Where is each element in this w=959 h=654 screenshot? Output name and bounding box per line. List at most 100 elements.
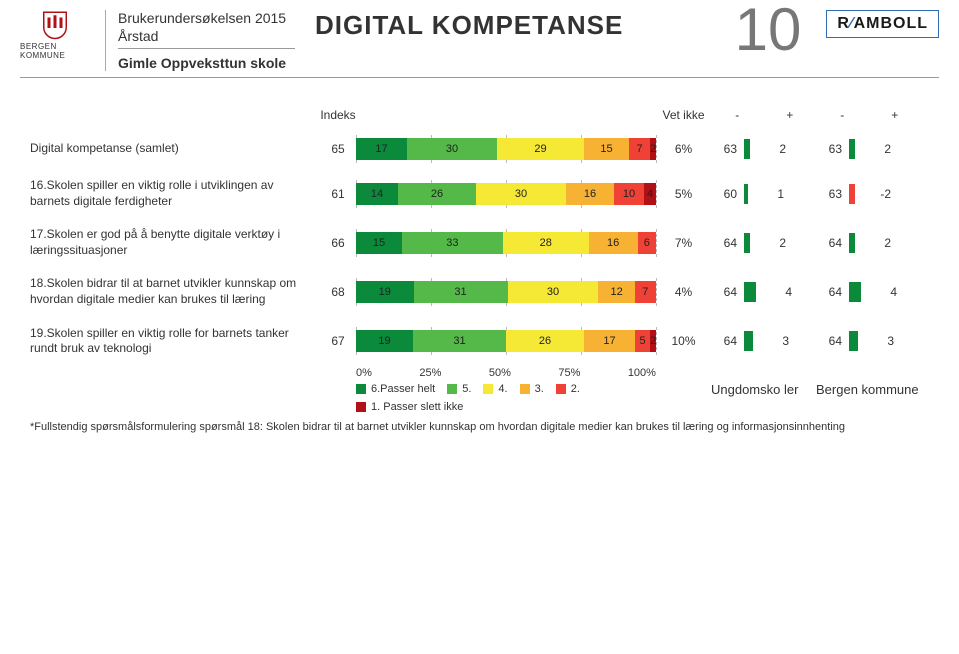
bar-segment: 7: [635, 281, 656, 303]
compare-group-1: 601: [711, 184, 816, 204]
compare-marker: [849, 282, 861, 302]
compare-value: 63: [711, 142, 741, 156]
compare-diff: 3: [864, 334, 894, 348]
compare-value: 60: [711, 187, 741, 201]
row-label: 17.Skolen er god på å benytte digitale v…: [30, 227, 320, 258]
row-indeks: 61: [320, 187, 356, 201]
bar-segment: 26: [506, 330, 584, 352]
compare-group-1: 63 2: [711, 139, 816, 159]
row-label: 18.Skolen bidrar til at barnet utvikler …: [30, 276, 320, 307]
compare-marker: [849, 331, 858, 351]
legend-label: 4.: [498, 383, 507, 395]
compare-group-1: 64 4: [711, 282, 816, 302]
bar-segment: 16: [566, 183, 614, 205]
legend-label: 5.: [462, 383, 471, 395]
compare-marker: [849, 184, 855, 204]
bar-segment: 7: [629, 138, 650, 160]
legend-swatch: [520, 384, 530, 394]
page-number: 10: [735, 0, 802, 64]
bar-segment: 30: [407, 138, 497, 160]
compare-value: 64: [711, 285, 741, 299]
header-vet-ikke: Vet ikke: [656, 108, 711, 130]
survey-name: Brukerundersøkelsen 2015: [118, 10, 295, 26]
row-vet-ikke: 4%: [656, 285, 711, 299]
compare-marker: [744, 139, 750, 159]
bar-segment: 17: [356, 138, 407, 160]
bar-segment: 19: [356, 281, 414, 303]
axis-row: 0%25%50%75%100% 6.Passer helt5.4.3.2.1. …: [30, 367, 929, 413]
footnote: *Fullstendig spørsmålsformulering spørsm…: [30, 421, 929, 433]
axis-tick: 75%: [558, 367, 580, 379]
compare-group-2: 642: [816, 233, 921, 253]
row-vet-ikke: 7%: [656, 236, 711, 250]
group-2-label: Bergen kommune: [816, 382, 919, 397]
legend-swatch: [447, 384, 457, 394]
row-vet-ikke: 5%: [656, 187, 711, 201]
legend-item: 6.Passer helt: [356, 383, 435, 395]
compare-marker: [744, 282, 756, 302]
axis-tick: 25%: [419, 367, 441, 379]
compare-diff: 4: [762, 285, 792, 299]
compare-marker: [744, 184, 748, 204]
stacked-bar: 1730291572: [356, 138, 656, 160]
bar-segment: 30: [476, 183, 566, 205]
bar-segment: 5: [635, 330, 650, 352]
compare-group-2: 63-2: [816, 184, 921, 204]
column-headers: Indeks Vet ikke - + - +: [30, 108, 929, 130]
compare-marker: [744, 331, 753, 351]
bar-segment: 17: [584, 330, 635, 352]
group-1-label: Ungdomsko ler: [711, 382, 798, 397]
bar-segment: 26: [398, 183, 476, 205]
header-minus-2: -: [816, 108, 869, 130]
bar-segment: 29: [497, 138, 584, 160]
compare-marker: [744, 233, 750, 253]
district-name: Årstad: [118, 28, 295, 49]
compare-diff: -2: [861, 187, 891, 201]
legend-item: 4.: [483, 383, 507, 395]
legend-swatch: [556, 384, 566, 394]
compare-group-2: 643: [816, 331, 921, 351]
bar-segment: 30: [508, 281, 599, 303]
ramboll-logo: R∕AMBOLL: [826, 10, 939, 38]
bar-segment: 10: [614, 183, 644, 205]
legend-item: 3.: [520, 383, 544, 395]
stacked-bar: 14263016104: [356, 183, 656, 205]
bar-segment: 4: [644, 183, 656, 205]
compare-diff: 2: [756, 142, 786, 156]
compare-value: 64: [816, 285, 846, 299]
axis-tick: 100%: [628, 367, 656, 379]
legend: 6.Passer helt5.4.3.2.1. Passer slett ikk…: [356, 383, 656, 413]
legend-swatch: [356, 384, 366, 394]
stacked-bar: 193130127: [356, 281, 656, 303]
row-label: Digital kompetanse (samlet): [30, 141, 320, 157]
legend-label: 6.Passer helt: [371, 383, 435, 395]
axis-tick: 50%: [489, 367, 511, 379]
chart-row: 16.Skolen spiller en viktig rolle i utvi…: [30, 178, 929, 209]
legend-item: 1. Passer slett ikke: [356, 401, 463, 413]
compare-marker: [849, 139, 855, 159]
bar-segment: 19: [356, 330, 413, 352]
header-plus-2: +: [869, 108, 922, 130]
bar-segment: 16: [589, 232, 638, 254]
header-plus: +: [764, 108, 817, 130]
compare-diff: 4: [867, 285, 897, 299]
bar-segment: 15: [356, 232, 402, 254]
chart-row: 19.Skolen spiller en viktig rolle for ba…: [30, 326, 929, 357]
axis-labels: 0% 25% 50% 75% 100%: [356, 367, 656, 379]
chart: Indeks Vet ikke - + - + Digital kompetan…: [20, 108, 939, 433]
header-minus: -: [711, 108, 764, 130]
legend-label: 1. Passer slett ikke: [371, 401, 463, 413]
row-indeks: 67: [320, 334, 356, 348]
compare-diff: 2: [861, 236, 891, 250]
bar-segment: 31: [413, 330, 506, 352]
legend-label: 3.: [535, 383, 544, 395]
bar-segment: 6: [638, 232, 656, 254]
header-meta: Brukerundersøkelsen 2015 Årstad Gimle Op…: [105, 10, 295, 71]
row-indeks: 68: [320, 285, 356, 299]
axis-tick: 0%: [356, 367, 372, 379]
bar-segment: 33: [402, 232, 503, 254]
chart-row: Digital kompetanse (samlet)6517302915726…: [30, 138, 929, 160]
chart-row: 17.Skolen er god på å benytte digitale v…: [30, 227, 929, 258]
bergen-kommune-logo: BERGEN KOMMUNE: [20, 10, 90, 60]
page-header: BERGEN KOMMUNE Brukerundersøkelsen 2015 …: [20, 10, 939, 78]
